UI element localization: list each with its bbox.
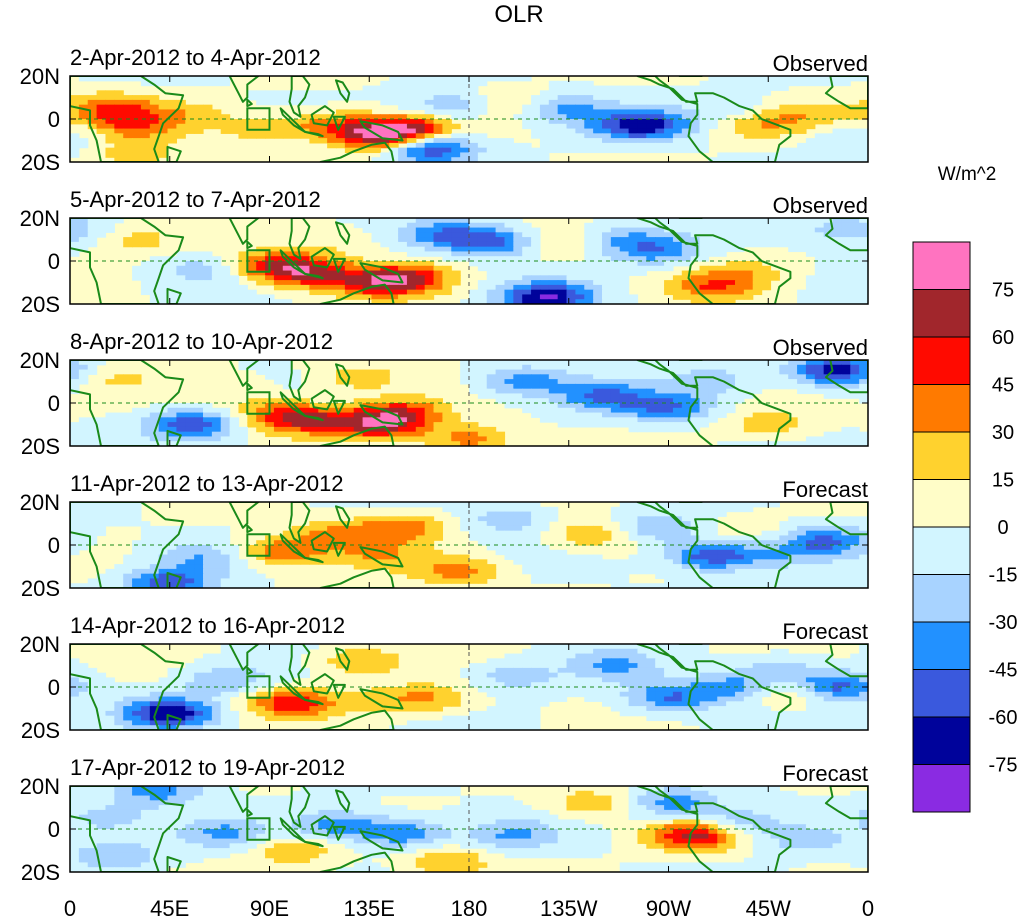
index-box [246,391,271,415]
colorbar-swatch [912,716,971,765]
chart-title: OLR [494,1,543,28]
coastlines [70,644,868,730]
anomaly-field [70,218,868,304]
colorbar-label: -15 [989,565,1018,587]
colorbar-swatch [912,574,971,623]
x-tick-label: 90W [646,896,691,920]
colorbar-swatch [912,764,971,813]
anomaly-field [70,76,868,162]
x-axis: 0 45E 90E 135E 180 135W 90W 45W 0 [64,896,874,920]
y-tick-label: 0 [48,249,60,274]
panel-kind: Forecast [782,477,868,502]
colorbar-label: -75 [989,755,1018,777]
colorbar-swatch [912,384,971,433]
colorbar-label: 45 [992,375,1014,397]
panel-kind: Forecast [782,761,868,786]
panel-date-range: 14-Apr-2012 to 16-Apr-2012 [70,613,345,638]
coastlines [70,502,868,588]
index-box [246,249,271,273]
panel-4: 20N 0 20S 11-Apr-2012 to 13-Apr-2012 Forecas… [20,471,869,601]
y-tick-label: 20N [20,774,60,799]
colorbar-swatch [912,336,971,385]
colorbar-swatch [912,621,971,670]
panel-date-range: 2-Apr-2012 to 4-Apr-2012 [70,45,321,70]
y-tick-label: 20S [21,718,60,743]
index-box [246,533,271,557]
coastlines [70,76,868,162]
x-tick-label: 135W [540,896,598,920]
colorbar-swatch [912,526,971,575]
panel-kind: Observed [773,51,868,76]
y-tick-label: 20S [21,150,60,175]
x-tick-label: 135E [344,896,395,920]
y-tick-label: 20N [20,64,60,89]
panel-kind: Forecast [782,619,868,644]
colorbar-label: 30 [992,422,1014,444]
colorbar: 75 60 45 30 15 0 -15 -30 -45 -60 -75 [912,241,1018,813]
panel-date-range: 11-Apr-2012 to 13-Apr-2012 [70,471,344,496]
panel-3: 20N 0 20S 8-Apr-2012 to 10-Apr-2012 Observed [20,329,869,459]
y-tick-label: 20S [21,576,60,601]
panel-date-range: 17-Apr-2012 to 19-Apr-2012 [70,755,345,780]
panel-kind: Observed [773,193,868,218]
y-tick-label: 20S [21,292,60,317]
x-tick-label: 45W [746,896,791,920]
colorbar-label: 75 [992,280,1014,302]
x-tick-label: 45E [150,896,189,920]
index-box [246,817,271,841]
x-tick-label: 90E [250,896,289,920]
y-tick-label: 0 [48,533,60,558]
panel-kind: Observed [773,335,868,360]
y-tick-label: 20N [20,490,60,515]
colorbar-swatch [912,289,971,338]
panel-6: 20N 0 20S 17-Apr-2012 to 19-Apr-2012 Forecas… [20,755,869,885]
index-box [246,107,271,131]
panel-2: 20N 0 20S 5-Apr-2012 to 7-Apr-2012 Observed [20,187,869,317]
x-tick-label: 0 [862,896,874,920]
colorbar-units: W/m^2 [938,164,997,185]
colorbar-label: 60 [992,327,1014,349]
y-tick-label: 20N [20,348,60,373]
colorbar-swatch [912,431,971,480]
colorbar-label: -45 [989,660,1018,682]
anomaly-field [70,786,868,872]
colorbar-swatch [912,241,971,290]
x-tick-label: 180 [451,896,488,920]
coastlines [70,218,868,304]
y-tick-label: 20N [20,632,60,657]
colorbar-label: 0 [997,517,1008,539]
y-tick-label: 20S [21,434,60,459]
coastlines [70,360,868,446]
colorbar-swatch [912,669,971,718]
panel-5: 20N 0 20S 14-Apr-2012 to 16-Apr-2012 Forecas… [20,613,869,743]
index-box [246,675,271,699]
panel-1: 20N 0 20S 2-Apr-2012 to 4-Apr-2012 Observed [20,45,869,175]
y-tick-label: 0 [48,817,60,842]
colorbar-label: -30 [989,612,1018,634]
y-tick-label: 0 [48,675,60,700]
coastlines [70,786,868,872]
panel-date-range: 5-Apr-2012 to 7-Apr-2012 [70,187,321,212]
y-tick-label: 20N [20,206,60,231]
colorbar-swatch [912,479,971,528]
y-tick-label: 0 [48,391,60,416]
colorbar-label: 15 [992,470,1014,492]
colorbar-label: -60 [989,707,1018,729]
x-tick-label: 0 [64,896,76,920]
y-tick-label: 20S [21,860,60,885]
panel-date-range: 8-Apr-2012 to 10-Apr-2012 [70,329,333,354]
y-tick-label: 0 [48,107,60,132]
